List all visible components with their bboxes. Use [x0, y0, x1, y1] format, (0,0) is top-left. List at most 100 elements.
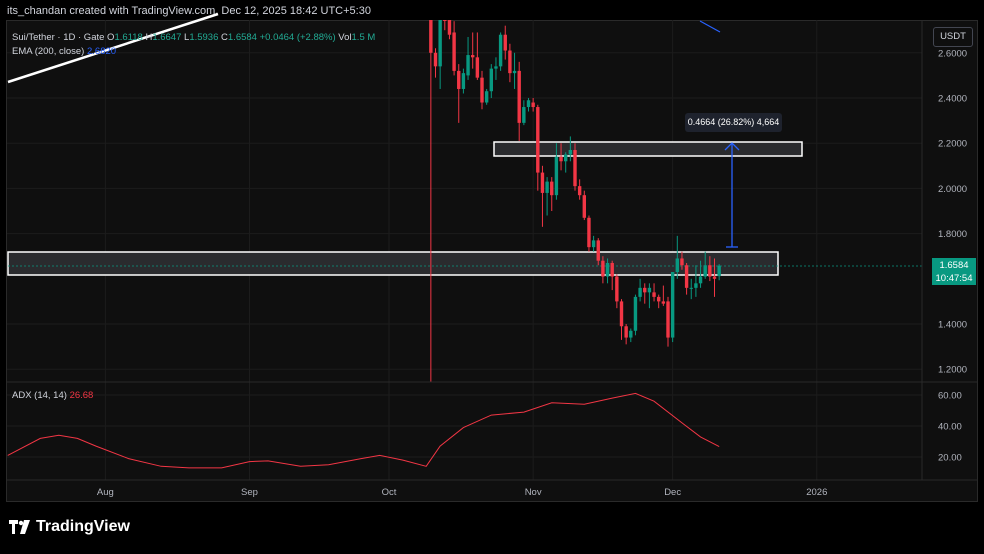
candle: [531, 98, 535, 112]
tradingview-logo-icon: [9, 520, 30, 534]
candle: [508, 43, 512, 83]
candle-body: [661, 301, 666, 304]
candle-body: [503, 34, 507, 51]
candle-body: [633, 296, 638, 331]
close-value: 1.6584: [227, 32, 257, 43]
candle: [526, 98, 531, 112]
measure-arrow[interactable]: [724, 142, 740, 248]
candle: [684, 262, 689, 295]
candle-body: [666, 301, 670, 338]
candle-body: [438, 20, 442, 67]
candle-body: [647, 287, 652, 293]
candle-body: [498, 34, 503, 67]
candle: [512, 52, 517, 89]
candle-body: [512, 70, 517, 74]
candle-body: [568, 149, 573, 155]
currency-button[interactable]: USDT: [933, 27, 973, 47]
candle-body: [554, 156, 559, 196]
candle-body: [605, 262, 610, 277]
candle-body: [717, 265, 721, 277]
candle: [694, 265, 698, 297]
candle-body: [550, 181, 554, 196]
candle: [494, 57, 498, 80]
candle-body: [619, 301, 624, 327]
candle-body: [643, 287, 647, 293]
candle: [452, 21, 456, 76]
candle: [498, 32, 503, 71]
open-value: 1.6118: [114, 32, 143, 43]
candle-body: [494, 66, 498, 69]
axis-labels: 2.6000 2.4000 2.2000 2.0000 1.8000 1.4000 1.20…: [97, 48, 967, 498]
candle-body: [638, 287, 642, 297]
candle-body: [577, 186, 582, 196]
candle: [554, 143, 559, 200]
candle: [568, 136, 573, 162]
candle-body: [522, 107, 526, 123]
candle-body: [694, 283, 698, 288]
candle: [438, 20, 442, 89]
candle: [638, 278, 642, 302]
candle-body: [573, 149, 577, 187]
candle: [489, 64, 493, 98]
candle-body: [443, 20, 447, 21]
measure-label: 0.4664 (26.82%) 4,664: [685, 113, 782, 132]
adx-label[interactable]: ADX (14, 14): [12, 390, 67, 401]
candle-body: [712, 276, 717, 279]
candle: [517, 61, 521, 141]
candle-body: [489, 68, 493, 92]
candle: [708, 256, 712, 282]
candle-body: [433, 52, 438, 67]
price-tick-label: 2.0000: [938, 184, 967, 195]
candle-body: [480, 77, 484, 103]
volume-value: 1.5 M: [351, 32, 376, 43]
logo-text: TradingView: [36, 518, 130, 535]
candle-body: [484, 91, 489, 103]
candle: [457, 64, 461, 123]
high-value: 1.6647: [152, 32, 182, 43]
candle-body: [708, 265, 712, 277]
candle: [433, 48, 438, 78]
change-value: +0.0464 (+2.88%): [259, 32, 336, 43]
symbol-label[interactable]: Sui/Tether · 1D · Gate: [12, 32, 105, 43]
candle: [447, 20, 452, 40]
high-label: H: [145, 32, 153, 43]
candle-body: [582, 195, 586, 218]
candle: [633, 294, 638, 336]
candle: [466, 36, 470, 80]
trend-line-drawing[interactable]: [7, 12, 219, 84]
candle: [647, 283, 652, 309]
candle: [698, 260, 703, 288]
close-label: C: [221, 32, 228, 43]
candle: [596, 238, 600, 266]
resistance-zone[interactable]: [493, 141, 803, 157]
candle: [429, 20, 433, 382]
time-tick-label: Dec: [664, 487, 681, 498]
candle: [610, 260, 614, 291]
candle: [559, 143, 563, 171]
candle-body: [587, 217, 591, 248]
price-tag-price: 1.6584: [939, 260, 969, 271]
candle-body: [429, 20, 433, 53]
candle-body: [545, 181, 549, 193]
candle-body: [601, 260, 605, 277]
candle: [661, 285, 666, 306]
candle-body: [652, 292, 656, 297]
grid: [7, 20, 922, 480]
candle: [573, 143, 577, 191]
candle-body: [624, 326, 628, 338]
candle: [605, 258, 610, 284]
candle: [577, 179, 582, 200]
candle-body: [540, 172, 545, 193]
time-tick-label: Nov: [525, 487, 542, 498]
ema-label[interactable]: EMA (200, close): [12, 46, 85, 57]
adx-line: [7, 392, 720, 469]
candle: [666, 296, 670, 347]
candle: [545, 177, 549, 216]
price-tick-label: 1.4000: [938, 320, 967, 331]
candle: [680, 251, 684, 270]
support-zone[interactable]: [7, 251, 779, 276]
candle-body: [466, 55, 470, 76]
price-tag: 1.6584 10:47:54: [932, 258, 976, 285]
candle-body: [536, 107, 540, 173]
